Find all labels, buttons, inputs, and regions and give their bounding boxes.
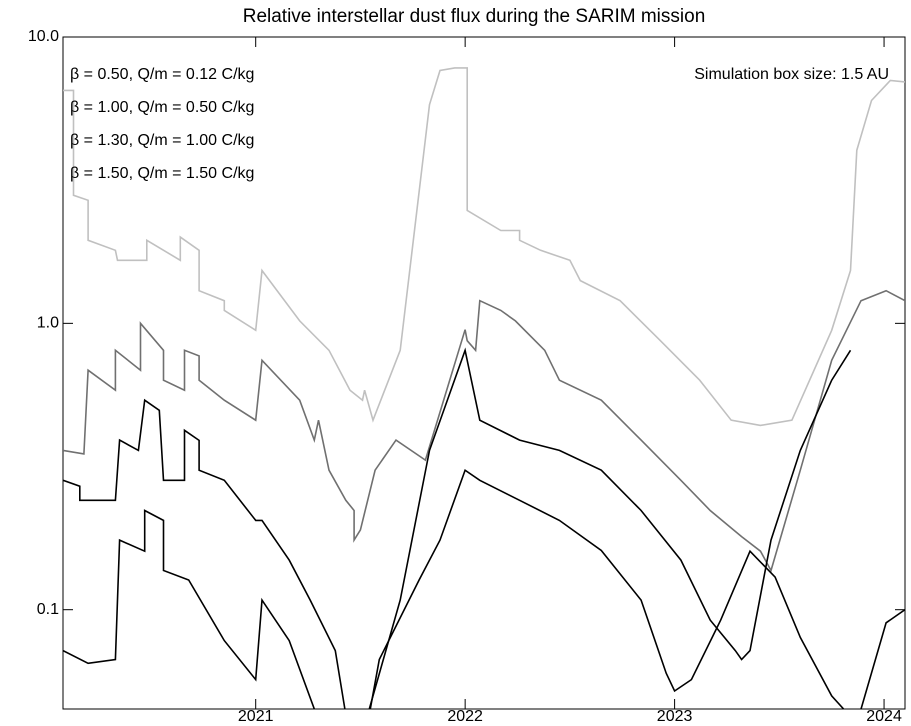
plot-lines [63, 67, 905, 709]
y-tick-label: 10.0 [28, 28, 59, 45]
legend-entry: β = 1.30, Q/m = 1.00 C/kg [70, 132, 254, 149]
legend-entry: β = 1.00, Q/m = 0.50 C/kg [70, 99, 254, 116]
annotation: Simulation box size: 1.5 AU [694, 66, 889, 83]
x-tick-label: 2022 [447, 708, 483, 725]
series-line [63, 67, 905, 427]
chart-title: Relative interstellar dust flux during t… [243, 6, 706, 27]
x-tick-label: 2024 [866, 708, 902, 725]
x-tick-label: 2021 [238, 708, 274, 725]
plot-frame [62, 36, 906, 710]
series-line [63, 289, 905, 573]
x-tick-label: 2023 [657, 708, 693, 725]
legend-entry: β = 0.50, Q/m = 0.12 C/kg [70, 66, 254, 83]
series-line [63, 347, 852, 709]
series-line [63, 468, 905, 709]
y-tick-label: 1.0 [37, 315, 59, 332]
legend-entry: β = 1.50, Q/m = 1.50 C/kg [70, 165, 254, 182]
y-tick-label: 0.1 [37, 601, 59, 618]
